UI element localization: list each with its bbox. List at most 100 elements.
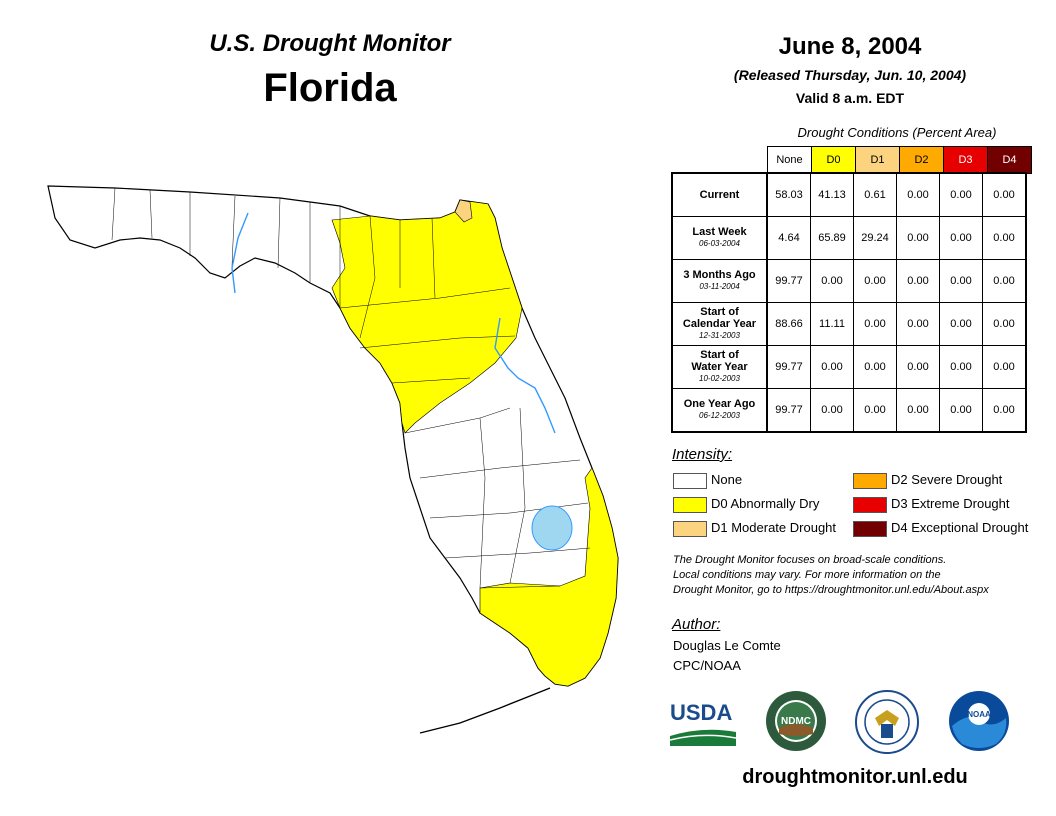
row-label: Current	[671, 172, 768, 217]
table-cell: 0.00	[982, 259, 1027, 303]
author-org: CPC/NOAA	[673, 658, 741, 673]
table-cell: 0.00	[982, 216, 1027, 260]
legend-swatch	[673, 521, 707, 537]
row-date: 03-11-2004	[699, 282, 740, 291]
table-cell: 0.00	[939, 216, 983, 260]
table-row: Last Week 06-03-2004 4.64 65.89 29.24 0.00 0.0…	[671, 216, 1027, 260]
column-header-none: None	[767, 146, 812, 174]
row-label-text: Current	[699, 189, 740, 201]
header-row: None D0 D1 D2 D3 D4	[767, 146, 1032, 174]
author-name: Douglas Le Comte	[673, 638, 781, 653]
table-cell: 0.00	[810, 388, 854, 433]
table-row: 3 Months Ago 03-11-2004 99.77 0.00 0.00 0.00 0…	[671, 259, 1027, 303]
usda-logo: USDA	[670, 700, 736, 750]
table-row: Start of Water Year 10-02-2003 99.77 0.00 0.0…	[671, 345, 1027, 389]
table-cell: 11.11	[810, 302, 854, 346]
conditions-table-header: None D0 D1 D2 D3 D4	[767, 146, 1032, 174]
table-cell: 0.00	[939, 345, 983, 389]
row-date: 10-02-2003	[699, 374, 740, 383]
table-cell: 0.00	[982, 172, 1027, 217]
table-cell: 0.00	[982, 302, 1027, 346]
table-row: One Year Ago 06-12-2003 99.77 0.00 0.00 0.00 0…	[671, 388, 1027, 433]
table-cell: 0.00	[810, 259, 854, 303]
table-cell: 0.00	[939, 172, 983, 217]
legend-swatch	[673, 473, 707, 489]
row-label: Last Week 06-03-2004	[671, 216, 768, 260]
table-cell: 0.00	[896, 259, 940, 303]
row-label-text: Start of	[700, 349, 739, 361]
table-cell: 0.00	[939, 302, 983, 346]
row-label: 3 Months Ago 03-11-2004	[671, 259, 768, 303]
table-cell: 29.24	[853, 216, 897, 260]
conditions-table: Current 58.03 41.13 0.61 0.00 0.00 0.00 Last We…	[671, 172, 1027, 433]
table-cell: 0.61	[853, 172, 897, 217]
table-cell: 0.00	[939, 259, 983, 303]
table-cell: 0.00	[982, 345, 1027, 389]
table-cell: 99.77	[766, 345, 811, 389]
table-cell: 41.13	[810, 172, 854, 217]
note-line-3: Drought Monitor, go to https://droughtmo…	[673, 584, 989, 596]
legend-swatch	[853, 521, 887, 537]
note-line-2: Local conditions may vary. For more info…	[673, 569, 941, 581]
table-cell: 0.00	[853, 345, 897, 389]
row-label-text: 3 Months Ago	[683, 269, 756, 281]
column-header-d1: D1	[855, 146, 900, 174]
table-row: Current 58.03 41.13 0.61 0.00 0.00 0.00	[671, 172, 1027, 217]
legend-label: D0 Abnormally Dry	[711, 496, 820, 511]
d0-south-region	[479, 467, 619, 687]
author-title: Author:	[672, 616, 721, 633]
legend-swatch	[853, 473, 887, 489]
table-cell: 0.00	[896, 388, 940, 433]
row-label: Start of Calendar Year 12-31-2003	[671, 302, 768, 346]
legend-label: D3 Extreme Drought	[891, 496, 1010, 511]
table-cell: 0.00	[896, 302, 940, 346]
florida-drought-map	[47, 185, 619, 734]
table-cell: 58.03	[766, 172, 811, 217]
st-johns-river	[494, 317, 556, 434]
table-cell: 0.00	[853, 302, 897, 346]
legend-label: D4 Exceptional Drought	[891, 520, 1029, 535]
row-label-text-2: Water Year	[691, 361, 748, 373]
table-cell: 0.00	[810, 345, 854, 389]
legend-swatch	[853, 497, 887, 513]
table-cell: 0.00	[853, 388, 897, 433]
lake-okeechobee	[531, 505, 573, 551]
apalachicola-river	[231, 212, 249, 294]
legend-title: Intensity:	[672, 446, 733, 463]
table-cell: 0.00	[896, 216, 940, 260]
row-label-text-2: Calendar Year	[682, 318, 757, 330]
legend-label: D2 Severe Drought	[891, 472, 1003, 487]
table-cell: 99.77	[766, 259, 811, 303]
note-line-1: The Drought Monitor focuses on broad-sca…	[673, 554, 947, 566]
row-label-text: Last Week	[692, 226, 747, 238]
table-row: Start of Calendar Year 12-31-2003 88.66 11.1…	[671, 302, 1027, 346]
column-header-d3: D3	[943, 146, 988, 174]
row-label: One Year Ago 06-12-2003	[671, 388, 768, 433]
florida-keys	[419, 687, 551, 734]
row-date: 06-03-2004	[699, 239, 740, 248]
map-date: June 8, 2004	[778, 33, 922, 60]
commerce-seal	[855, 690, 919, 754]
table-cell: 0.00	[853, 259, 897, 303]
table-cell: 99.77	[766, 388, 811, 433]
valid-time: Valid 8 a.m. EDT	[795, 90, 905, 106]
table-cell: 4.64	[766, 216, 811, 260]
row-label-text: One Year Ago	[683, 398, 756, 410]
brand-title: U.S. Drought Monitor	[209, 30, 451, 57]
column-header-d2: D2	[899, 146, 944, 174]
legend-label: None	[711, 472, 743, 487]
table-caption: Drought Conditions (Percent Area)	[797, 125, 997, 140]
column-header-d4: D4	[987, 146, 1032, 174]
row-date: 12-31-2003	[699, 331, 740, 340]
table-cell: 0.00	[896, 172, 940, 217]
svg-text:NDMC: NDMC	[781, 716, 811, 727]
ndmc-logo: NDMC	[766, 691, 826, 751]
website-link[interactable]: droughtmonitor.unl.edu	[742, 766, 968, 788]
noaa-logo: NOAA	[949, 691, 1009, 751]
table-cell: 0.00	[982, 388, 1027, 433]
table-cell: 88.66	[766, 302, 811, 346]
svg-text:NOAA: NOAA	[967, 710, 991, 719]
table-cell: 65.89	[810, 216, 854, 260]
column-header-d0: D0	[811, 146, 856, 174]
row-label: Start of Water Year 10-02-2003	[671, 345, 768, 389]
